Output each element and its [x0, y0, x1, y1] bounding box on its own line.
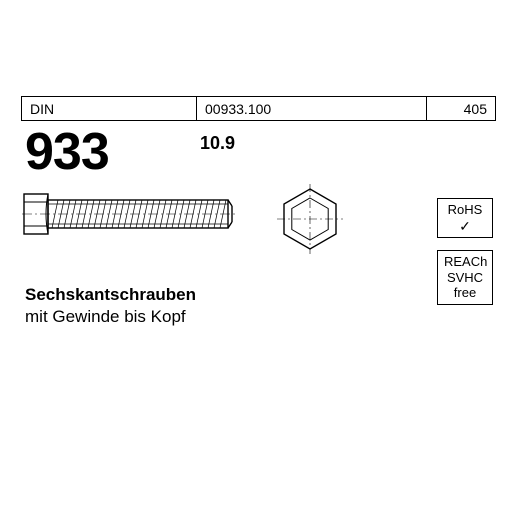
standard-number: 933 [25, 122, 109, 182]
reach-badge: REACh SVHC free [437, 250, 493, 305]
reach-line2: SVHC [444, 270, 486, 286]
header-cell-din: DIN [22, 97, 197, 120]
header-row: DIN 00933.100 405 [21, 96, 496, 121]
bolt-side-view [22, 184, 242, 244]
header-cell-number: 405 [427, 97, 495, 120]
description-line2: mit Gewinde bis Kopf [25, 307, 196, 327]
reach-line3: free [444, 285, 486, 301]
rohs-badge: RoHS ✓ [437, 198, 493, 238]
check-icon: ✓ [444, 218, 486, 235]
description-line1: Sechskantschrauben [25, 285, 196, 305]
bolt-front-view [275, 184, 345, 254]
description: Sechskantschrauben mit Gewinde bis Kopf [25, 285, 196, 327]
header-cell-code: 00933.100 [197, 97, 427, 120]
rohs-label: RoHS [444, 202, 486, 218]
strength-class: 10.9 [200, 133, 235, 154]
reach-line1: REACh [444, 254, 486, 270]
